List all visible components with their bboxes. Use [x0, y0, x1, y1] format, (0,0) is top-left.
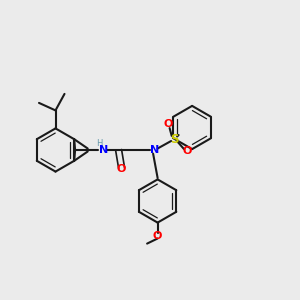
Text: H: H — [96, 140, 102, 148]
Text: N: N — [150, 145, 159, 155]
Text: O: O — [183, 146, 192, 157]
Text: O: O — [117, 164, 126, 175]
Text: O: O — [153, 231, 162, 241]
Text: S: S — [170, 133, 178, 146]
Text: N: N — [99, 145, 108, 155]
Text: O: O — [164, 119, 173, 130]
